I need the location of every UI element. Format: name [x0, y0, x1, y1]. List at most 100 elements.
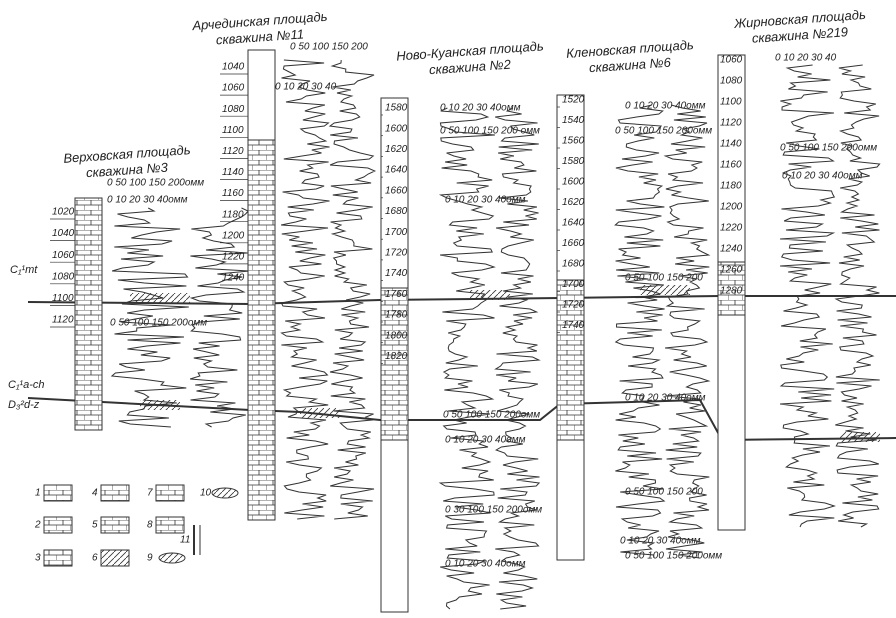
log-curve: [438, 107, 496, 610]
scale-label: 0 50 100 150 200омм: [625, 551, 722, 562]
depth-label: 1800: [385, 330, 408, 341]
legend-number: 9: [147, 553, 153, 564]
depth-label: 1060: [52, 250, 75, 261]
depth-label: 1200: [720, 202, 743, 213]
scale-label: 0 50 100 150 200: [625, 273, 703, 284]
depth-label: 1100: [52, 293, 74, 304]
depth-label: 1560: [562, 136, 585, 147]
depth-label: 1580: [385, 103, 408, 114]
depth-label: 1220: [222, 252, 245, 263]
legend-symbol: [43, 484, 73, 502]
horizon-label: C₁¹mt: [10, 264, 38, 276]
scale-label: 0 10 20 30 40омм: [445, 559, 526, 570]
scale-label: 0 50 100 150 200омм: [107, 178, 204, 189]
scale-label: 0 30 100 150 200омм: [445, 505, 542, 516]
depth-label: 1600: [562, 177, 585, 188]
depth-label: 1740: [562, 320, 585, 331]
depth-label: 1700: [385, 227, 408, 238]
log-curve: [494, 107, 541, 610]
depth-label: 1140: [720, 139, 742, 150]
depth-label: 1040: [222, 62, 245, 73]
scale-label: 0 10 20 30 40: [275, 82, 337, 93]
legend-symbol: [100, 484, 130, 502]
depth-label: 1660: [562, 238, 585, 249]
log-curve: [779, 64, 836, 528]
log-curve: [614, 104, 666, 559]
scale-label: 0 50 100 150 200омм: [780, 143, 877, 154]
depth-label: 1120: [222, 146, 244, 157]
depth-label: 1640: [562, 218, 585, 229]
scale-label: 0 10 20 30 40омм: [445, 195, 526, 206]
hatch-zone: [470, 290, 510, 300]
well-subtitle: скважина №3: [86, 160, 169, 181]
depth-label: 1160: [720, 160, 742, 171]
depth-label: 1280: [720, 286, 743, 297]
depth-label: 1080: [52, 271, 75, 282]
depth-label: 1620: [562, 197, 585, 208]
legend-number: 1: [35, 488, 41, 499]
scale-label: 0 50 100 150 200: [625, 487, 703, 498]
depth-label: 1180: [720, 181, 742, 192]
scale-label: 0 10 20 30 40омм: [625, 393, 706, 404]
depth-label: 1080: [222, 104, 245, 115]
depth-label: 1600: [385, 123, 408, 134]
log-curve: [280, 59, 330, 520]
depth-label: 1120: [52, 315, 74, 326]
depth-label: 1540: [562, 115, 585, 126]
depth-label: 1720: [562, 300, 585, 311]
scale-label: 0 10 20 30 40омм: [107, 195, 188, 206]
scale-label: 0 10 20 30 40омм: [440, 103, 521, 114]
legend-symbol: [100, 549, 130, 567]
depth-label: 1100: [222, 125, 244, 136]
well-subtitle: скважина №6: [589, 55, 672, 76]
legend-number: 2: [34, 520, 41, 531]
depth-label: 1200: [222, 230, 245, 241]
scale-label: 0 50 100 150 200: [290, 42, 368, 53]
legend-number: 6: [92, 553, 98, 564]
hatch-zone: [130, 293, 190, 303]
lithology: [247, 139, 276, 521]
depth-label: 1680: [562, 259, 585, 270]
horizon-label: D₃²d-z: [8, 399, 40, 411]
depth-label: 1220: [720, 223, 743, 234]
log-curve: [328, 59, 377, 520]
depth-label: 1680: [385, 206, 408, 217]
scale-label: 0 10 20 30 40омм: [620, 536, 701, 547]
legend-number: 8: [147, 520, 153, 531]
legend-number: 4: [92, 488, 98, 499]
scale-label: 0 10 20 30 40омм: [445, 435, 526, 446]
horizon-label: C₁¹a-ch: [8, 379, 44, 391]
depth-label: 1180: [222, 209, 244, 220]
legend-number: 5: [92, 520, 98, 531]
depth-label: 1640: [385, 165, 408, 176]
lithology: [717, 261, 746, 316]
depth-label: 1080: [720, 76, 743, 87]
depth-label: 1240: [720, 244, 743, 255]
depth-label: 1720: [385, 248, 408, 259]
depth-label: 1700: [562, 279, 585, 290]
depth-label: 1580: [562, 156, 585, 167]
legend-number: 11: [180, 535, 190, 546]
legend-symbol: [43, 549, 73, 567]
depth-label: 1620: [385, 144, 408, 155]
hatch-zone: [640, 285, 690, 295]
lithology: [380, 287, 409, 441]
depth-label: 1240: [222, 273, 245, 284]
depth-label: 1820: [385, 351, 408, 362]
scale-label: 0 10 20 30 40омм: [782, 171, 863, 182]
scale-label: 0 50 100 150 200 омм: [440, 126, 540, 137]
log-curve: [189, 207, 250, 428]
well-subtitle: скважина №219: [751, 24, 848, 46]
scale-label: 0 50 100 150 200омм: [110, 318, 207, 329]
log-curve: [663, 104, 711, 559]
legend-number: 7: [147, 488, 153, 499]
legend-symbol: [100, 516, 130, 534]
depth-label: 1100: [720, 97, 742, 108]
depth-label: 1660: [385, 185, 408, 196]
depth-label: 1520: [562, 95, 585, 106]
